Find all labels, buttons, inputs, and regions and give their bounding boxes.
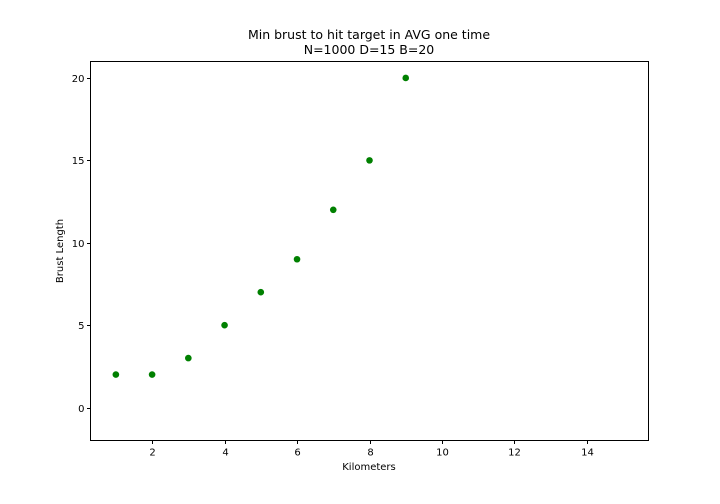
y-tick-label: 15 xyxy=(72,156,85,167)
data-point xyxy=(257,288,265,296)
x-axis-label: Kilometers xyxy=(342,462,396,473)
x-axis-ticks: 2 4 6 8 10 12 14 xyxy=(149,440,594,459)
x-tick-label: 14 xyxy=(581,448,594,459)
data-point xyxy=(402,74,410,82)
y-axis-ticks: 0 5 10 15 20 xyxy=(72,74,91,415)
data-point xyxy=(293,255,301,263)
y-tick-label: 20 xyxy=(72,74,85,85)
x-tick-label: 4 xyxy=(222,448,228,459)
y-tick-label: 0 xyxy=(78,404,84,415)
x-tick-label: 10 xyxy=(436,448,449,459)
x-tick-label: 6 xyxy=(294,448,300,459)
data-point xyxy=(221,321,228,329)
chart-subtitle: N=1000 D=15 B=20 xyxy=(304,42,435,57)
data-point xyxy=(366,157,373,164)
x-tick-label: 12 xyxy=(508,448,521,459)
data-point xyxy=(329,206,337,214)
data-point xyxy=(148,371,156,378)
chart-title: Min brust to hit target in AVG one time xyxy=(248,27,490,42)
plot-frame xyxy=(90,61,649,441)
data-point xyxy=(185,354,192,362)
y-axis-label: Brust Length xyxy=(55,219,66,283)
x-tick-label: 2 xyxy=(149,448,155,459)
x-tick-label: 8 xyxy=(367,448,373,459)
data-point xyxy=(112,371,120,378)
y-tick-label: 5 xyxy=(78,321,84,332)
data-points xyxy=(112,74,410,378)
y-tick-label: 10 xyxy=(72,239,85,250)
